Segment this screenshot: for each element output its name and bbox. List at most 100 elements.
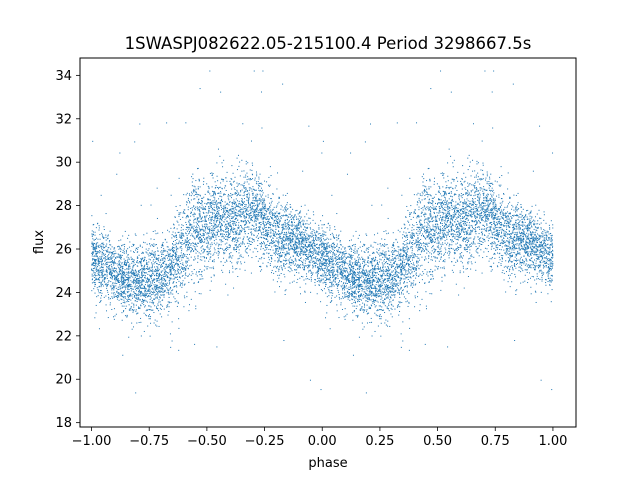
data-point (426, 235, 428, 237)
data-point (166, 287, 168, 289)
data-point (464, 207, 466, 209)
data-point (315, 230, 317, 232)
data-point (396, 264, 398, 266)
data-point (200, 247, 202, 249)
data-point (109, 240, 111, 242)
data-point (444, 191, 446, 193)
data-point (505, 225, 507, 227)
data-point (539, 269, 541, 271)
data-point (522, 236, 524, 238)
data-point (387, 280, 389, 282)
data-point (256, 227, 257, 229)
data-point (119, 255, 121, 257)
data-point (111, 260, 113, 262)
data-point (441, 232, 443, 234)
data-point (226, 202, 228, 204)
data-point (213, 196, 215, 198)
data-point (463, 231, 465, 233)
data-point (421, 199, 423, 201)
data-point (184, 239, 186, 241)
data-point (207, 251, 209, 253)
data-point (204, 238, 206, 240)
data-point (270, 242, 272, 244)
data-point (506, 215, 508, 217)
data-point (543, 272, 545, 274)
data-point (355, 274, 357, 276)
data-point (451, 228, 453, 230)
data-point (187, 227, 189, 229)
data-point (468, 210, 470, 212)
data-point (486, 227, 488, 229)
data-point (242, 207, 244, 209)
data-point (292, 218, 294, 220)
data-point (406, 262, 408, 264)
data-point (187, 275, 189, 277)
data-point (359, 284, 361, 286)
data-point (118, 292, 120, 294)
data-point (164, 289, 166, 291)
data-point (294, 234, 296, 236)
data-point (168, 254, 170, 256)
data-point (316, 258, 318, 260)
data-point (231, 210, 233, 212)
data-points (91, 70, 554, 394)
data-point (493, 221, 495, 223)
data-point (384, 312, 386, 314)
data-point (354, 291, 356, 293)
data-point (482, 169, 484, 171)
data-point (242, 238, 244, 240)
data-point (447, 233, 449, 235)
data-point (326, 244, 328, 246)
data-point (182, 255, 184, 257)
data-point (188, 259, 190, 261)
data-point (299, 232, 301, 234)
data-point (122, 265, 124, 267)
data-point (273, 234, 275, 236)
data-point (481, 243, 483, 245)
data-point (197, 250, 199, 252)
data-point (314, 222, 316, 224)
data-point (380, 335, 382, 337)
data-point (173, 275, 175, 277)
data-point (137, 274, 139, 276)
data-point (250, 215, 252, 216)
data-point (388, 288, 390, 290)
data-point (288, 263, 290, 265)
data-point (239, 233, 241, 235)
data-point (128, 298, 130, 300)
data-point (472, 159, 474, 161)
data-point (168, 293, 170, 295)
data-point (248, 192, 250, 194)
data-point (402, 246, 404, 248)
data-point (110, 286, 112, 288)
data-point (471, 227, 473, 229)
data-point (278, 246, 280, 248)
data-point (389, 279, 391, 281)
data-point (357, 301, 359, 303)
data-point (123, 299, 125, 301)
data-point (505, 232, 507, 234)
data-point (501, 272, 503, 274)
data-point (542, 244, 544, 246)
data-point (535, 239, 537, 241)
data-point (231, 220, 233, 222)
data-point (272, 235, 274, 236)
data-point (337, 235, 339, 237)
data-point (469, 243, 471, 245)
data-point (155, 280, 157, 282)
data-point (302, 223, 304, 225)
data-point (521, 248, 523, 250)
data-point (438, 233, 440, 235)
data-point (106, 269, 108, 271)
data-point (174, 216, 176, 218)
data-point (279, 233, 281, 235)
data-point (97, 251, 99, 253)
data-point (157, 266, 159, 268)
data-point (488, 205, 490, 207)
data-point (233, 215, 235, 217)
data-point (338, 282, 340, 284)
data-point (443, 236, 445, 238)
data-point (237, 210, 239, 212)
data-point (446, 205, 448, 207)
data-point (211, 242, 213, 244)
